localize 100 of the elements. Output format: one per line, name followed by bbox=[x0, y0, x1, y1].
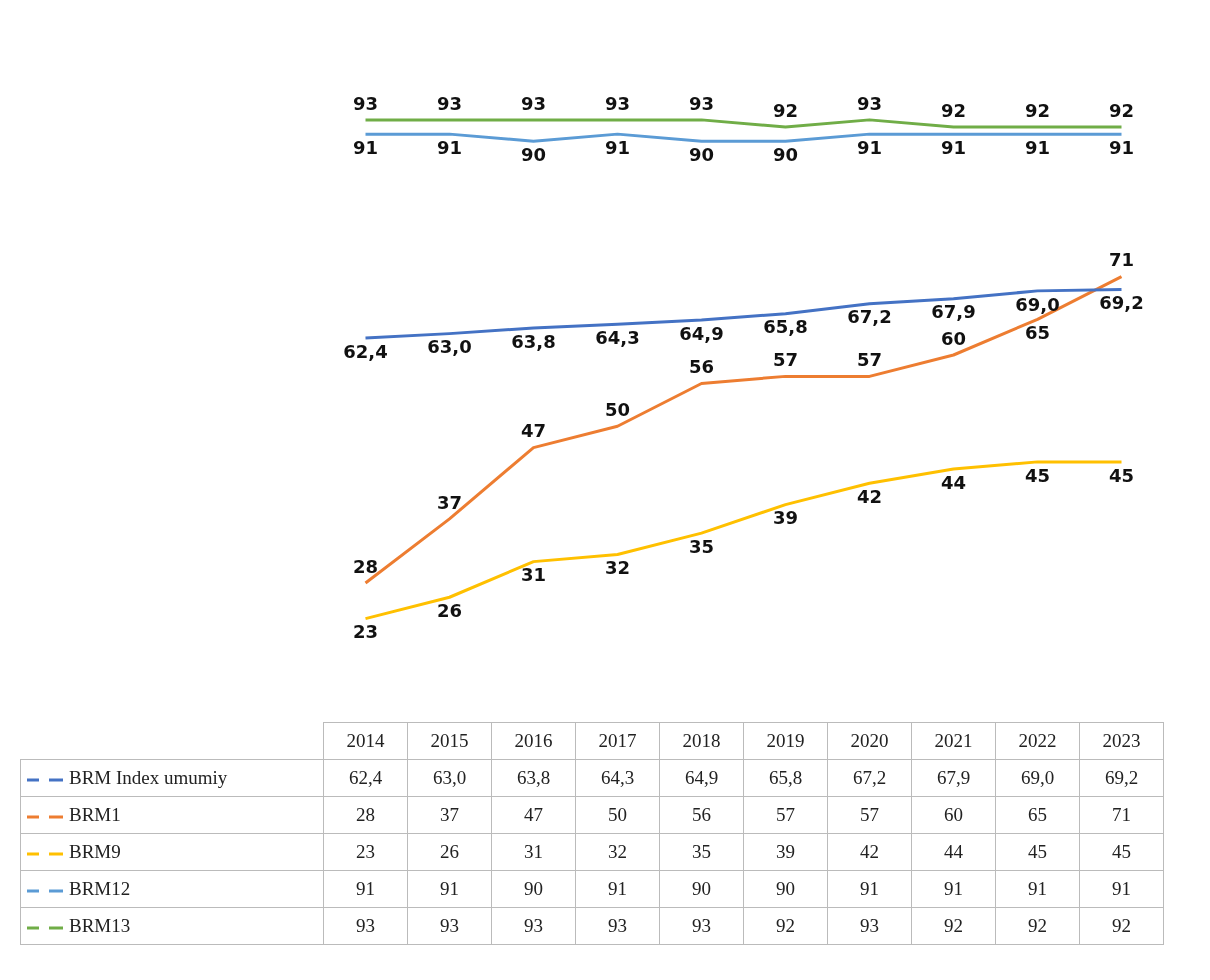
data-label: 93 bbox=[407, 907, 492, 945]
data-label: 91 bbox=[575, 870, 660, 908]
text: 45 bbox=[1024, 464, 1051, 486]
text: 35 bbox=[688, 535, 715, 557]
text: 67,9 bbox=[931, 301, 976, 323]
text: 91 bbox=[856, 136, 883, 158]
data-label: 71 bbox=[1079, 796, 1164, 834]
text: 31 bbox=[520, 564, 547, 586]
text: 93 bbox=[688, 92, 715, 114]
x-tick-label: 2016 bbox=[491, 722, 576, 760]
x-tick-label: 2019 bbox=[743, 722, 828, 760]
data-label: 23 bbox=[323, 833, 408, 871]
data-label: 91 bbox=[1079, 870, 1164, 908]
text: 91 bbox=[604, 136, 631, 158]
data-label: 63,0 bbox=[407, 759, 492, 797]
text: 42 bbox=[856, 485, 883, 507]
text: 23 bbox=[352, 621, 379, 643]
data-label: 31 bbox=[491, 833, 576, 871]
x-tick-label: 2018 bbox=[659, 722, 744, 760]
text: 67,2 bbox=[847, 306, 892, 328]
data-label: 69,0 bbox=[995, 759, 1080, 797]
data-label: 91 bbox=[827, 870, 912, 908]
text: 28 bbox=[352, 555, 379, 577]
data-label: 90 bbox=[491, 870, 576, 908]
text: 90 bbox=[520, 143, 547, 165]
data-label: 93 bbox=[491, 907, 576, 945]
data-label: 67,9 bbox=[911, 759, 996, 797]
x-tick-label: 2023 bbox=[1079, 722, 1164, 760]
data-label: 63,8 bbox=[491, 759, 576, 797]
text: 93 bbox=[352, 92, 379, 114]
data-label: 37 bbox=[407, 796, 492, 834]
text: 93 bbox=[436, 92, 463, 114]
text: 63,8 bbox=[511, 330, 556, 352]
x-tick-label: 2021 bbox=[911, 722, 996, 760]
data-label: 28 bbox=[323, 796, 408, 834]
text: 57 bbox=[856, 349, 883, 371]
data-label: 35 bbox=[659, 833, 744, 871]
data-label: 44 bbox=[911, 833, 996, 871]
data-label: 91 bbox=[407, 870, 492, 908]
data-label: 64,9 bbox=[659, 759, 744, 797]
data-label: 45 bbox=[995, 833, 1080, 871]
text: 64,9 bbox=[679, 322, 724, 344]
text: 93 bbox=[520, 92, 547, 114]
data-label: 92 bbox=[995, 907, 1080, 945]
data-label: 93 bbox=[323, 907, 408, 945]
text: 39 bbox=[772, 507, 799, 529]
text: 26 bbox=[436, 599, 463, 621]
text: 92 bbox=[1024, 99, 1051, 121]
data-label: 60 bbox=[911, 796, 996, 834]
data-label: 26 bbox=[407, 833, 492, 871]
text: 50 bbox=[604, 398, 631, 420]
text: 62,4 bbox=[343, 340, 388, 362]
text: 92 bbox=[940, 99, 967, 121]
data-label: 93 bbox=[659, 907, 744, 945]
text: 47 bbox=[520, 420, 547, 442]
data-label: 91 bbox=[995, 870, 1080, 908]
data-label: 92 bbox=[743, 907, 828, 945]
text: 69,0 bbox=[1015, 293, 1060, 315]
data-label: 91 bbox=[323, 870, 408, 908]
data-label: 65,8 bbox=[743, 759, 828, 797]
text: 65,8 bbox=[763, 316, 808, 338]
data-label: 57 bbox=[743, 796, 828, 834]
text: 45 bbox=[1108, 464, 1135, 486]
data-label: 32 bbox=[575, 833, 660, 871]
text: 32 bbox=[604, 557, 631, 579]
text: 90 bbox=[772, 143, 799, 165]
data-label: 92 bbox=[911, 907, 996, 945]
data-label: 45 bbox=[1079, 833, 1164, 871]
data-label: 39 bbox=[743, 833, 828, 871]
data-label: 93 bbox=[827, 907, 912, 945]
data-label: 56 bbox=[659, 796, 744, 834]
text: 93 bbox=[604, 92, 631, 114]
text: 91 bbox=[1108, 136, 1135, 158]
data-label: 50 bbox=[575, 796, 660, 834]
x-tick-label: 2022 bbox=[995, 722, 1080, 760]
data-label: 67,2 bbox=[827, 759, 912, 797]
text: 44 bbox=[940, 471, 967, 493]
text: 57 bbox=[772, 349, 799, 371]
text: 90 bbox=[688, 143, 715, 165]
text: 91 bbox=[352, 136, 379, 158]
x-tick-label: 2020 bbox=[827, 722, 912, 760]
data-label: 93 bbox=[575, 907, 660, 945]
data-label: 47 bbox=[491, 796, 576, 834]
text: 64,3 bbox=[595, 327, 640, 349]
x-tick-label: 2014 bbox=[323, 722, 408, 760]
text: 56 bbox=[688, 356, 715, 378]
text: 92 bbox=[772, 99, 799, 121]
data-label: 57 bbox=[827, 796, 912, 834]
text: 91 bbox=[436, 136, 463, 158]
data-label: 69,2 bbox=[1079, 759, 1164, 797]
data-label: 90 bbox=[743, 870, 828, 908]
text: 93 bbox=[856, 92, 883, 114]
text: 60 bbox=[940, 327, 967, 349]
text: 91 bbox=[1024, 136, 1051, 158]
text: 65 bbox=[1024, 322, 1051, 344]
x-tick-label: 2017 bbox=[575, 722, 660, 760]
data-label: 42 bbox=[827, 833, 912, 871]
data-label: 91 bbox=[911, 870, 996, 908]
text: 37 bbox=[436, 491, 463, 513]
text: 91 bbox=[940, 136, 967, 158]
